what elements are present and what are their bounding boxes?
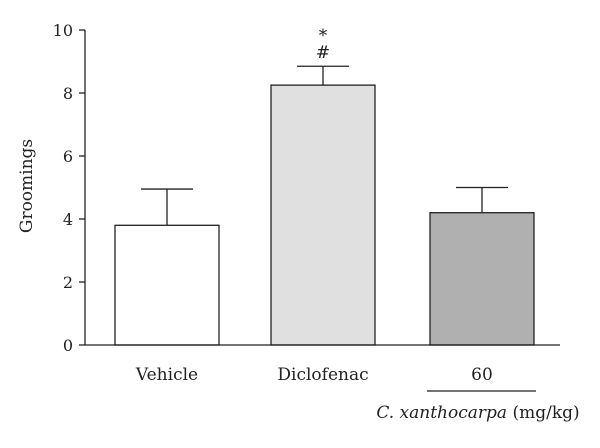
group-label-unit: (mg/kg) <box>507 403 580 423</box>
y-tick-label: 4 <box>63 210 73 229</box>
y-tick-label: 10 <box>53 21 73 40</box>
y-axis-title: Groomings <box>17 139 37 233</box>
y-tick-label: 8 <box>63 84 73 103</box>
x-tick-label: 60 <box>471 365 493 385</box>
x-tick-label: Diclofenac <box>277 365 368 385</box>
bars: *# <box>114 26 535 346</box>
y-tick-label: 0 <box>63 336 73 355</box>
x-tick-label: Vehicle <box>135 365 198 385</box>
group-label-species: C. xanthocarpa <box>376 403 507 423</box>
significance-mark: * <box>319 26 328 46</box>
bar-diclofenac <box>270 84 376 346</box>
bar-vehicle <box>114 224 220 346</box>
x-axis: Vehicle Diclofenac 60 <box>85 344 560 385</box>
y-tick-label: 6 <box>63 147 73 166</box>
significance-mark: # <box>316 43 330 63</box>
bar-60 <box>429 212 535 346</box>
y-axis: 0 2 4 6 8 10 <box>53 21 86 355</box>
y-tick-label: 2 <box>63 273 73 292</box>
group-label: C. xanthocarpa (mg/kg) <box>376 403 579 423</box>
